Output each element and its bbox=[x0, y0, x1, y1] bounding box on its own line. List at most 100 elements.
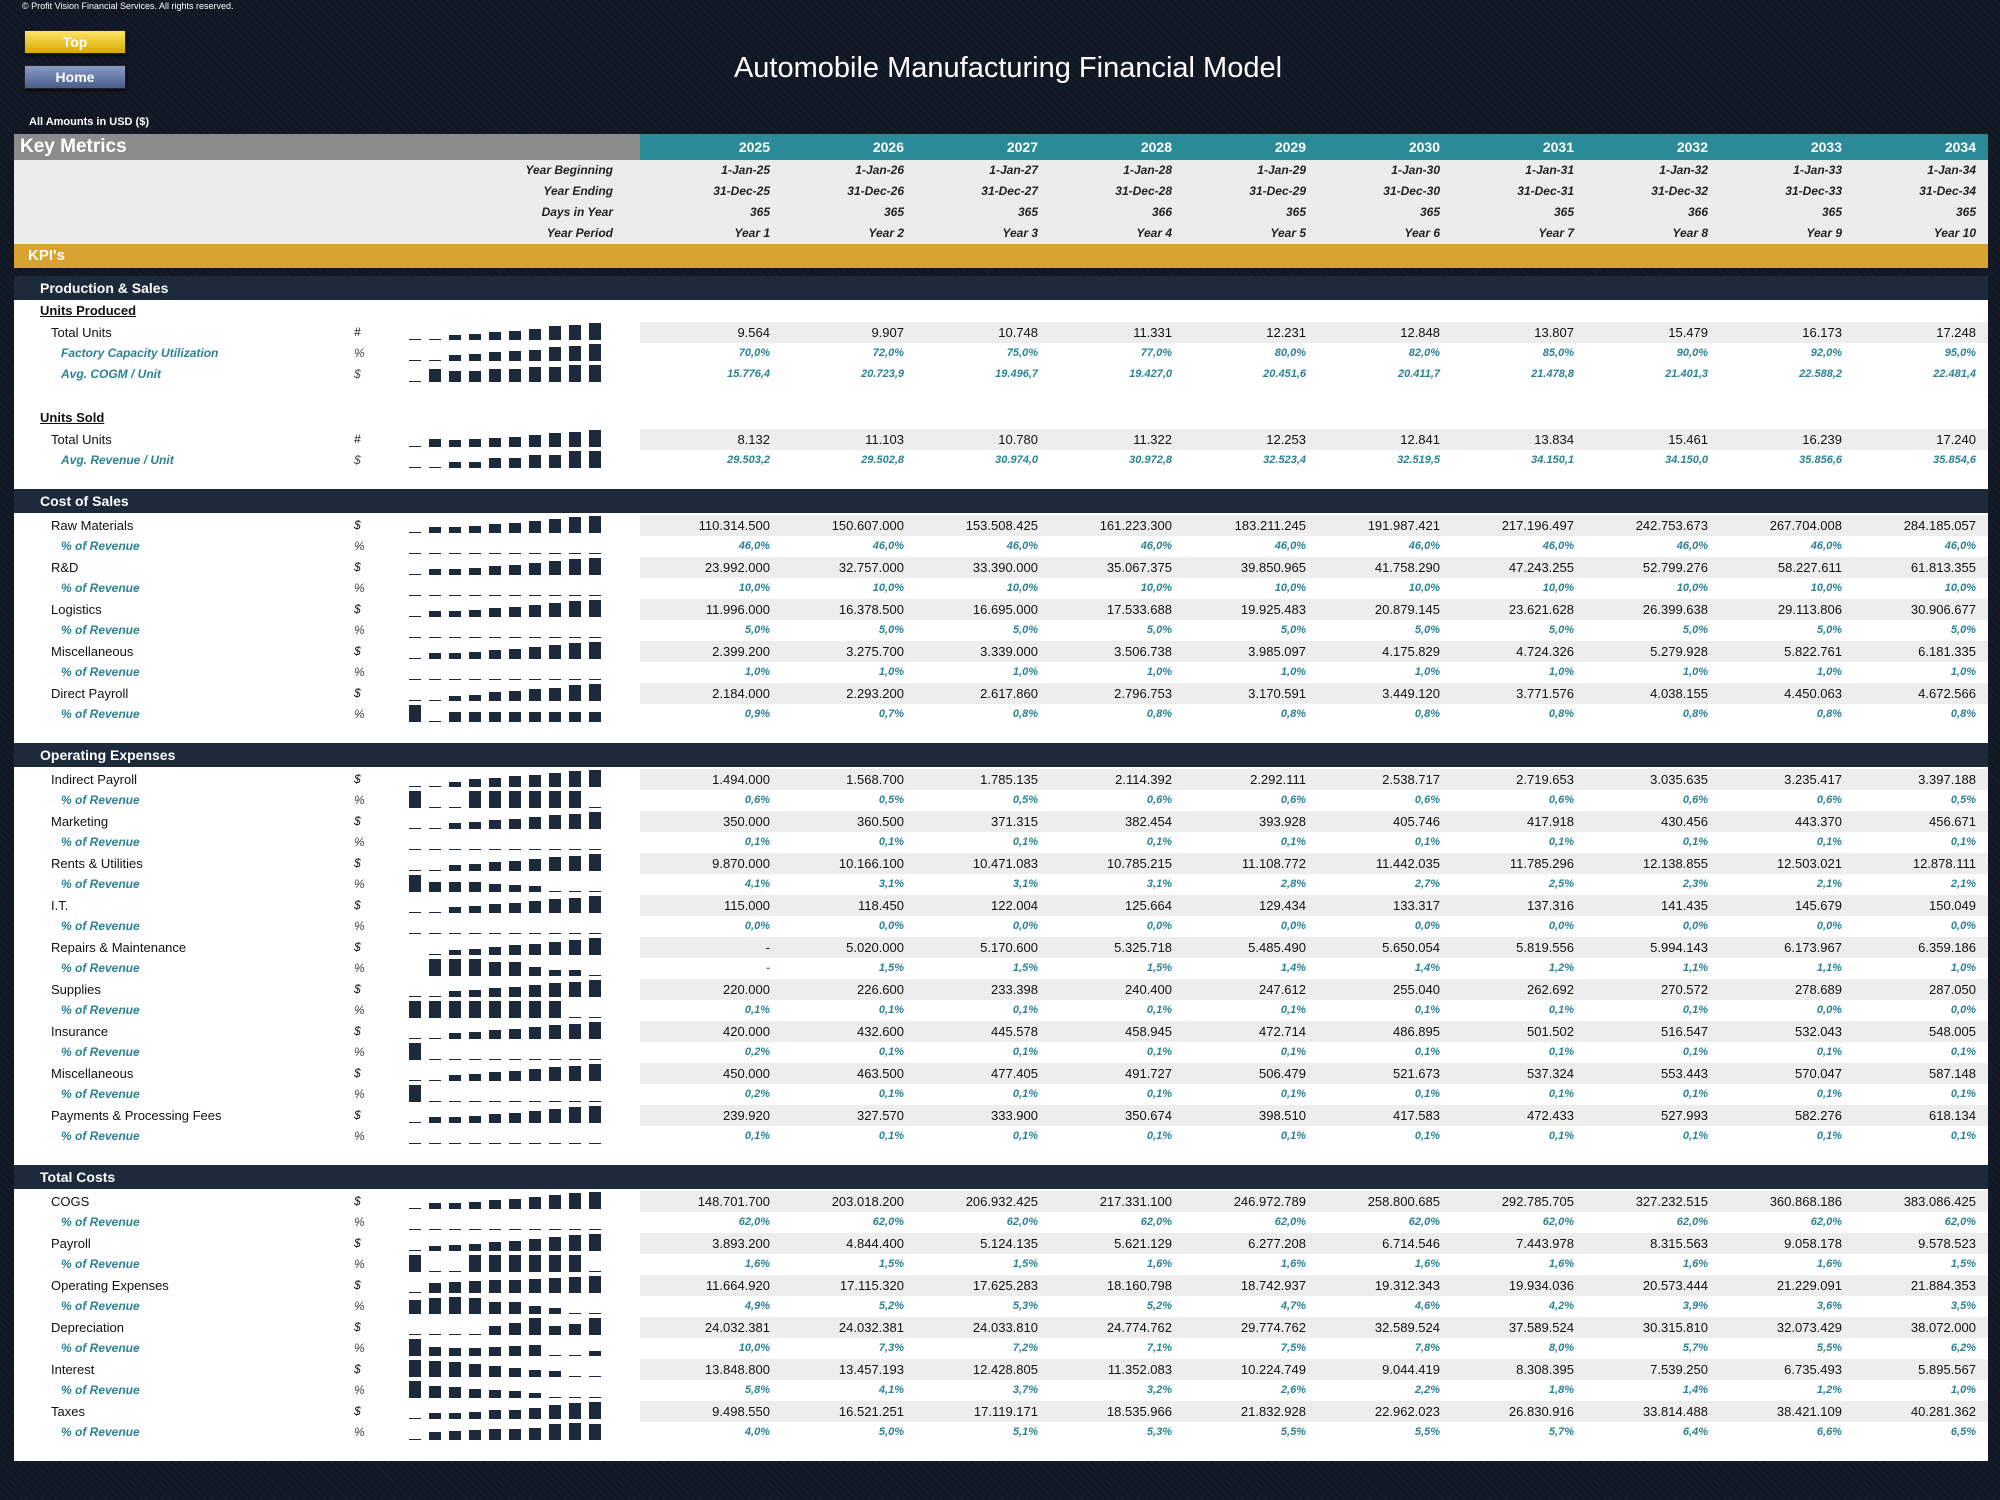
value-cell: 22.588,2 bbox=[1799, 368, 1842, 380]
value-cell: 4.724.326 bbox=[1516, 644, 1574, 659]
spacer bbox=[14, 767, 1988, 769]
sparkline-bar bbox=[549, 815, 561, 829]
sparkline-bar bbox=[589, 1351, 601, 1356]
sparkline-bar bbox=[529, 849, 541, 850]
value-cell: 262.692 bbox=[1527, 982, 1574, 997]
sparkline-bar bbox=[429, 1413, 441, 1419]
row-background bbox=[640, 1401, 1988, 1422]
table-row: % of Revenue% 1,0% 1,0% 1,0% 1,0% 1,0% 1,0% 1,0… bbox=[14, 662, 1988, 683]
row-background bbox=[640, 641, 1988, 662]
value-cell: 150.607.000 bbox=[831, 518, 904, 533]
value-cell: 463.500 bbox=[857, 1066, 904, 1081]
value-cell: 6,2% bbox=[1950, 1342, 1976, 1354]
value-cell: 10,0% bbox=[738, 582, 770, 594]
sparkline-bar bbox=[509, 1302, 521, 1314]
unit-label: $ bbox=[354, 367, 361, 381]
sparkline bbox=[409, 1105, 609, 1126]
value-cell: 582.276 bbox=[1795, 1108, 1842, 1123]
spacer bbox=[14, 268, 1988, 276]
timeline-cell: 365 bbox=[883, 205, 904, 219]
value-cell: 5.650.054 bbox=[1382, 940, 1440, 955]
sparkline bbox=[409, 662, 609, 683]
sparkline-bar bbox=[469, 553, 481, 554]
spacer bbox=[14, 385, 1988, 395]
value-cell: 5.325.718 bbox=[1114, 940, 1172, 955]
sparkline-bar bbox=[509, 1255, 521, 1272]
value-cell: 9.058.178 bbox=[1784, 1236, 1842, 1251]
sparkline-bar bbox=[569, 1397, 581, 1398]
sparkline-bar bbox=[449, 782, 461, 787]
sparkline-bar bbox=[589, 1064, 601, 1081]
unit-label: % bbox=[354, 919, 365, 933]
sparkline-bar bbox=[469, 1059, 481, 1060]
sparkline bbox=[409, 916, 609, 937]
sparkline-bar bbox=[469, 1032, 481, 1039]
value-cell: 3.893.200 bbox=[712, 1236, 770, 1251]
sparkline-bar bbox=[429, 1432, 441, 1440]
value-cell: 21.229.091 bbox=[1776, 1278, 1842, 1293]
table-row: Rents & Utilities $9.870.000 10.166.100 10.… bbox=[14, 853, 1988, 874]
unit-label: $ bbox=[354, 644, 361, 658]
table-row: Avg. COGM / Unit $15.776,4 20.723,9 19.496,… bbox=[14, 364, 1988, 385]
value-cell: 5,0% bbox=[1682, 624, 1708, 636]
sparkline-bar bbox=[529, 775, 541, 787]
sparkline-bar bbox=[429, 1246, 441, 1251]
value-cell: 16.239 bbox=[1802, 432, 1842, 447]
value-cell: 46,0% bbox=[1006, 540, 1038, 552]
value-cell: 0,1% bbox=[1280, 1130, 1306, 1142]
unit-label: % bbox=[354, 346, 365, 360]
value-cell: 10,0% bbox=[1810, 582, 1842, 594]
home-button[interactable]: Home bbox=[24, 65, 126, 89]
timeline-cell: 31-Dec-33 bbox=[1785, 184, 1842, 198]
value-cell: 0,8% bbox=[1280, 708, 1306, 720]
row-label: % of Revenue bbox=[61, 1003, 140, 1017]
unit-label: % bbox=[354, 1425, 365, 1439]
sparkline-bar bbox=[569, 1423, 581, 1440]
sparkline-bar bbox=[489, 1326, 501, 1335]
sparkline bbox=[409, 450, 609, 471]
value-cell: 0,5% bbox=[1012, 794, 1038, 806]
spacer bbox=[14, 481, 1988, 489]
value-cell: 30.315.810 bbox=[1642, 1320, 1708, 1335]
value-cell: 3.506.738 bbox=[1114, 644, 1172, 659]
table-row: Miscellaneous $2.399.200 3.275.700 3.339.00… bbox=[14, 641, 1988, 662]
spacer bbox=[14, 735, 1988, 743]
value-cell: 16.378.500 bbox=[838, 602, 904, 617]
top-button[interactable]: Top bbox=[24, 30, 126, 54]
value-cell: 153.508.425 bbox=[965, 518, 1038, 533]
sparkline bbox=[409, 1126, 609, 1147]
value-cell: 145.679 bbox=[1795, 898, 1842, 913]
sparkline-bar bbox=[449, 933, 461, 934]
sparkline-bar bbox=[589, 980, 601, 997]
value-cell: 239.920 bbox=[723, 1108, 770, 1123]
sparkline-bar bbox=[529, 1001, 541, 1018]
sparkline-bar bbox=[469, 595, 481, 596]
sparkline-bar bbox=[529, 637, 541, 638]
value-cell: 0,8% bbox=[1950, 708, 1976, 720]
value-cell: 1,0% bbox=[1012, 666, 1038, 678]
sparkline-bar bbox=[549, 942, 561, 955]
value-cell: 37.589.524 bbox=[1508, 1320, 1574, 1335]
sparkline-bar bbox=[409, 1381, 421, 1398]
sparkline-bar bbox=[509, 553, 521, 554]
timeline-cell: Year 9 bbox=[1806, 226, 1842, 240]
spacer bbox=[14, 725, 1988, 735]
value-cell: 432.600 bbox=[857, 1024, 904, 1039]
sparkline-bar bbox=[449, 595, 461, 596]
sparkline-bar bbox=[469, 1389, 481, 1398]
value-cell: 9.044.419 bbox=[1382, 1362, 1440, 1377]
sparkline-bar bbox=[489, 1114, 501, 1123]
value-cell: 1,0% bbox=[878, 666, 904, 678]
value-cell: 2.114.392 bbox=[1115, 772, 1172, 787]
value-cell: 4,1% bbox=[744, 878, 770, 890]
sparkline-bar bbox=[529, 553, 541, 554]
sparkline-bar bbox=[409, 1208, 421, 1209]
sparkline-bar bbox=[549, 637, 561, 638]
timeline-cell: Year 10 bbox=[1933, 226, 1976, 240]
sparkline-bar bbox=[429, 700, 441, 701]
value-cell: 0,5% bbox=[1950, 794, 1976, 806]
row-label: Depreciation bbox=[51, 1320, 124, 1335]
row-label: Payroll bbox=[51, 1236, 91, 1251]
sparkline-bar bbox=[589, 344, 601, 361]
value-cell: 33.390.000 bbox=[972, 560, 1038, 575]
